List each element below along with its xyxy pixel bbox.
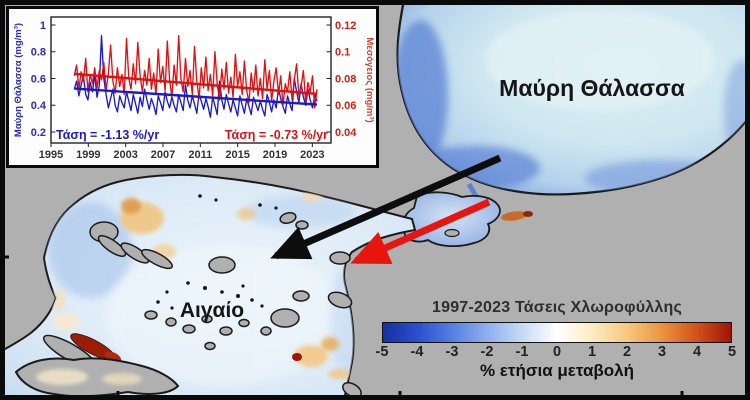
chalkidiki-finger-1 xyxy=(97,235,127,257)
inset-x-tick-label: 2023 xyxy=(300,149,324,161)
colorbar-tick: -3 xyxy=(445,344,459,360)
inset-x-tick-label: 2019 xyxy=(263,149,287,161)
cyclades-5 xyxy=(219,326,233,336)
inset-trend-label-right: Τάση = -0.73 %/yr xyxy=(225,128,328,142)
colorbar-unit-label: % ετήσια μεταβολή xyxy=(479,361,635,380)
turkey-cape-2 xyxy=(329,251,351,265)
small-red-patch xyxy=(292,353,302,361)
turkey-cape-1 xyxy=(327,291,353,309)
colorbar-tick: 3 xyxy=(657,344,667,360)
psara-island xyxy=(292,290,310,302)
colorbar-legend: 1997-2023 Τάσεις Χλωροφύλλης -5 -4 -3 -2 -1 0… xyxy=(376,298,736,380)
inset-series-left xyxy=(73,35,318,118)
inset-left-tick-label: 0.8 xyxy=(31,47,46,59)
colorbar-gradient xyxy=(382,322,732,343)
cyclades-7 xyxy=(204,341,216,351)
inset-x-tick-label: 2003 xyxy=(113,149,137,161)
cyclades-6 xyxy=(238,318,250,328)
inset-x-tick-label: 1999 xyxy=(76,149,100,161)
cyclades-4 xyxy=(201,314,213,324)
inset-chart-svg: 1 0.8 0.6 0.4 0.2 0.12 0.1 0.08 0.06 0.04 1995 1999… xyxy=(13,16,375,161)
inset-right-axis-title: Μεσόγειος (mg/m³) xyxy=(364,37,375,122)
chalkidiki-finger-3 xyxy=(141,248,173,270)
inset-x-tick-label: 2011 xyxy=(188,149,212,161)
black-flow-arrow xyxy=(270,154,502,260)
black-sea-shading xyxy=(397,10,750,195)
inset-trend-right xyxy=(74,72,318,96)
inset-trend-label-left: Τάση = -1.13 %/yr xyxy=(56,128,159,142)
colorbar-ticks: -5 -4 -3 -2 -1 0 1 2 3 4 5 xyxy=(376,344,736,361)
frame-ticks xyxy=(0,255,684,400)
colorbar-tick: -1 xyxy=(515,344,529,360)
inset-x-tick-label: 1995 xyxy=(39,149,63,161)
inset-right-tick-label: 0.06 xyxy=(335,100,356,112)
inset-trend-left xyxy=(74,87,318,106)
inset-left-tick-label: 1 xyxy=(40,20,46,32)
inset-left-tick-label: 0.4 xyxy=(31,100,47,112)
inset-left-tick-label: 0.2 xyxy=(31,127,46,139)
izmit-gulf-orange-patch xyxy=(501,211,527,221)
aegean-label: Αιγαίο xyxy=(180,299,244,322)
cyclades-2 xyxy=(165,317,177,327)
inset-left-axis-title: Μαύρη Θάλασσα (mg/m³) xyxy=(13,23,24,137)
colorbar-tick: 5 xyxy=(727,344,737,360)
colorbar-tick: 1 xyxy=(587,344,597,360)
colorbar-tick: -2 xyxy=(480,344,494,360)
black-sea-label: Μαύρη Θάλασσα xyxy=(499,75,685,101)
colorbar-title: 1997-2023 Τάσεις Χλωροφύλλης xyxy=(432,299,682,316)
samothraki-island xyxy=(295,220,309,230)
inset-right-tick-label: 0.1 xyxy=(335,47,350,59)
colorbar-tick: 2 xyxy=(622,344,632,360)
crete-interior-shading xyxy=(36,369,88,385)
inset-x-tick-label: 2015 xyxy=(225,149,249,161)
chalkidiki-finger-2 xyxy=(120,242,150,264)
chios-island xyxy=(260,326,272,336)
cyclades-3 xyxy=(182,324,196,334)
crete-interior-shading-2 xyxy=(102,373,142,385)
colorbar-tick: 0 xyxy=(552,344,562,360)
inset-chart-panel: 1 0.8 0.6 0.4 0.2 0.12 0.1 0.08 0.06 0.04 1995 1999… xyxy=(6,6,379,168)
inset-left-tick-label: 0.6 xyxy=(31,73,46,85)
colorbar-tick: -4 xyxy=(410,344,424,360)
colorbar-tick: -5 xyxy=(375,344,389,360)
inset-right-tick-label: 0.04 xyxy=(335,127,357,139)
inset-right-tick-label: 0.12 xyxy=(335,20,356,32)
izmit-gulf-red-patch xyxy=(523,211,533,217)
islet-dots xyxy=(156,194,278,310)
lesbos-island xyxy=(270,308,300,328)
thasos-island xyxy=(279,211,297,225)
limnos-island xyxy=(208,256,236,274)
marmara-island xyxy=(444,228,460,238)
red-flow-arrow xyxy=(350,198,491,265)
cyclades-1 xyxy=(144,310,158,320)
inset-x-tick-label: 2007 xyxy=(151,149,175,161)
izmir-orange-patch xyxy=(294,345,328,367)
colorbar-tick: 4 xyxy=(692,344,702,360)
inset-right-tick-label: 0.08 xyxy=(335,73,356,85)
crete-island xyxy=(14,357,180,398)
